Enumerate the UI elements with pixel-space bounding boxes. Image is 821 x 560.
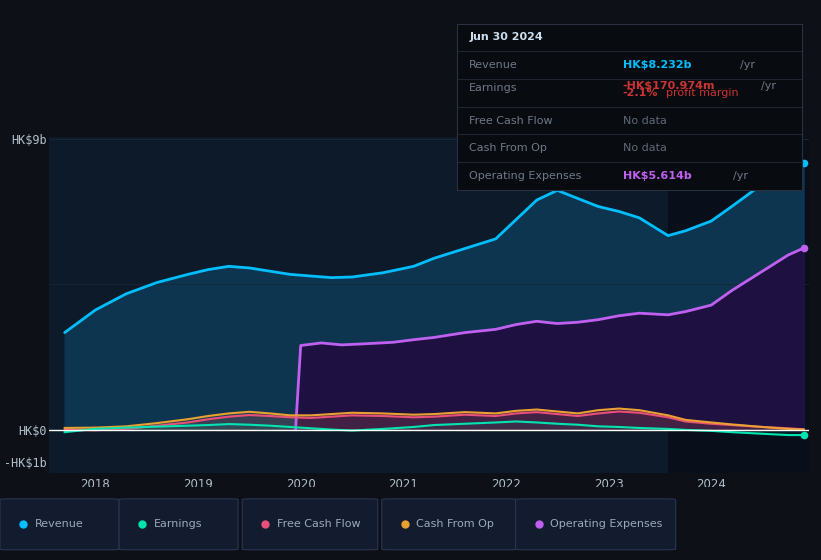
Text: -2.1%: -2.1% <box>623 88 658 98</box>
Text: No data: No data <box>623 116 667 125</box>
Text: Cash From Op: Cash From Op <box>416 519 494 529</box>
Text: Operating Expenses: Operating Expenses <box>470 171 582 181</box>
FancyBboxPatch shape <box>0 499 119 550</box>
Text: Jun 30 2024: Jun 30 2024 <box>470 32 544 42</box>
Text: No data: No data <box>623 143 667 153</box>
Text: /yr: /yr <box>733 171 748 181</box>
Text: Earnings: Earnings <box>154 519 202 529</box>
Text: Operating Expenses: Operating Expenses <box>550 519 663 529</box>
Text: -HK$170.974m: -HK$170.974m <box>623 81 715 91</box>
FancyBboxPatch shape <box>382 499 517 550</box>
Text: Free Cash Flow: Free Cash Flow <box>470 116 553 125</box>
Text: HK$5.614b: HK$5.614b <box>623 171 691 181</box>
Text: profit margin: profit margin <box>666 88 739 98</box>
Text: Cash From Op: Cash From Op <box>470 143 548 153</box>
FancyBboxPatch shape <box>242 499 378 550</box>
Text: HK$8.232b: HK$8.232b <box>623 60 691 70</box>
Text: Revenue: Revenue <box>470 60 518 70</box>
FancyBboxPatch shape <box>516 499 676 550</box>
Text: Free Cash Flow: Free Cash Flow <box>277 519 360 529</box>
Text: /yr: /yr <box>740 60 755 70</box>
Text: Revenue: Revenue <box>34 519 83 529</box>
Text: /yr: /yr <box>761 81 776 91</box>
Text: Earnings: Earnings <box>470 83 518 92</box>
Bar <box>668 137 809 473</box>
FancyBboxPatch shape <box>119 499 238 550</box>
